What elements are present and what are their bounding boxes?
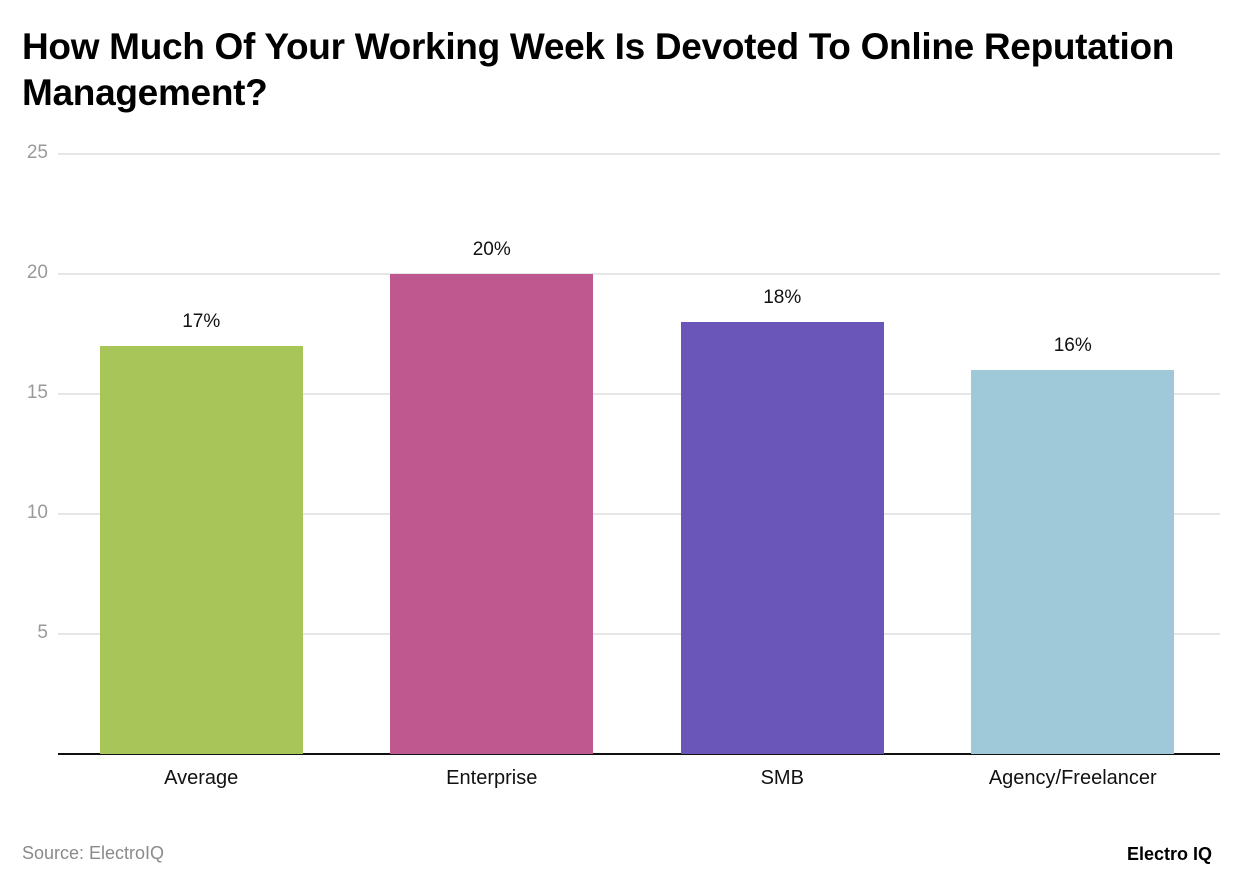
gridline	[58, 633, 1220, 635]
bar-average	[99, 346, 303, 754]
bar-smb	[680, 322, 884, 754]
bar-value-label: 16%	[1053, 335, 1092, 356]
x-category-label: Agency/Freelancer	[988, 767, 1157, 789]
bar-agency-freelancer	[971, 370, 1175, 754]
y-tick-label: 5	[37, 622, 48, 643]
gridline	[58, 393, 1220, 395]
x-category-label: SMB	[760, 767, 804, 789]
y-tick-label: 25	[26, 142, 48, 163]
brand-logo: Electro IQ	[1126, 844, 1212, 864]
bar-value-label: 20%	[472, 239, 511, 260]
bar-value-label: 17%	[182, 311, 221, 332]
x-category-label: Average	[164, 767, 239, 789]
y-tick-label: 10	[26, 502, 48, 523]
x-category-label: Enterprise	[446, 767, 538, 789]
gridline	[58, 273, 1220, 275]
source-note: Source: ElectroIQ	[22, 843, 165, 863]
y-tick-label: 20	[26, 262, 48, 283]
bar-enterprise	[390, 274, 594, 754]
y-tick-label: 15	[26, 382, 48, 403]
gridline	[58, 513, 1220, 515]
gridline	[58, 153, 1220, 155]
bar-value-label: 18%	[763, 287, 802, 308]
x-axis-line	[58, 753, 1220, 755]
chart-title: How Much Of Your Working Week Is Devoted…	[22, 26, 1175, 113]
